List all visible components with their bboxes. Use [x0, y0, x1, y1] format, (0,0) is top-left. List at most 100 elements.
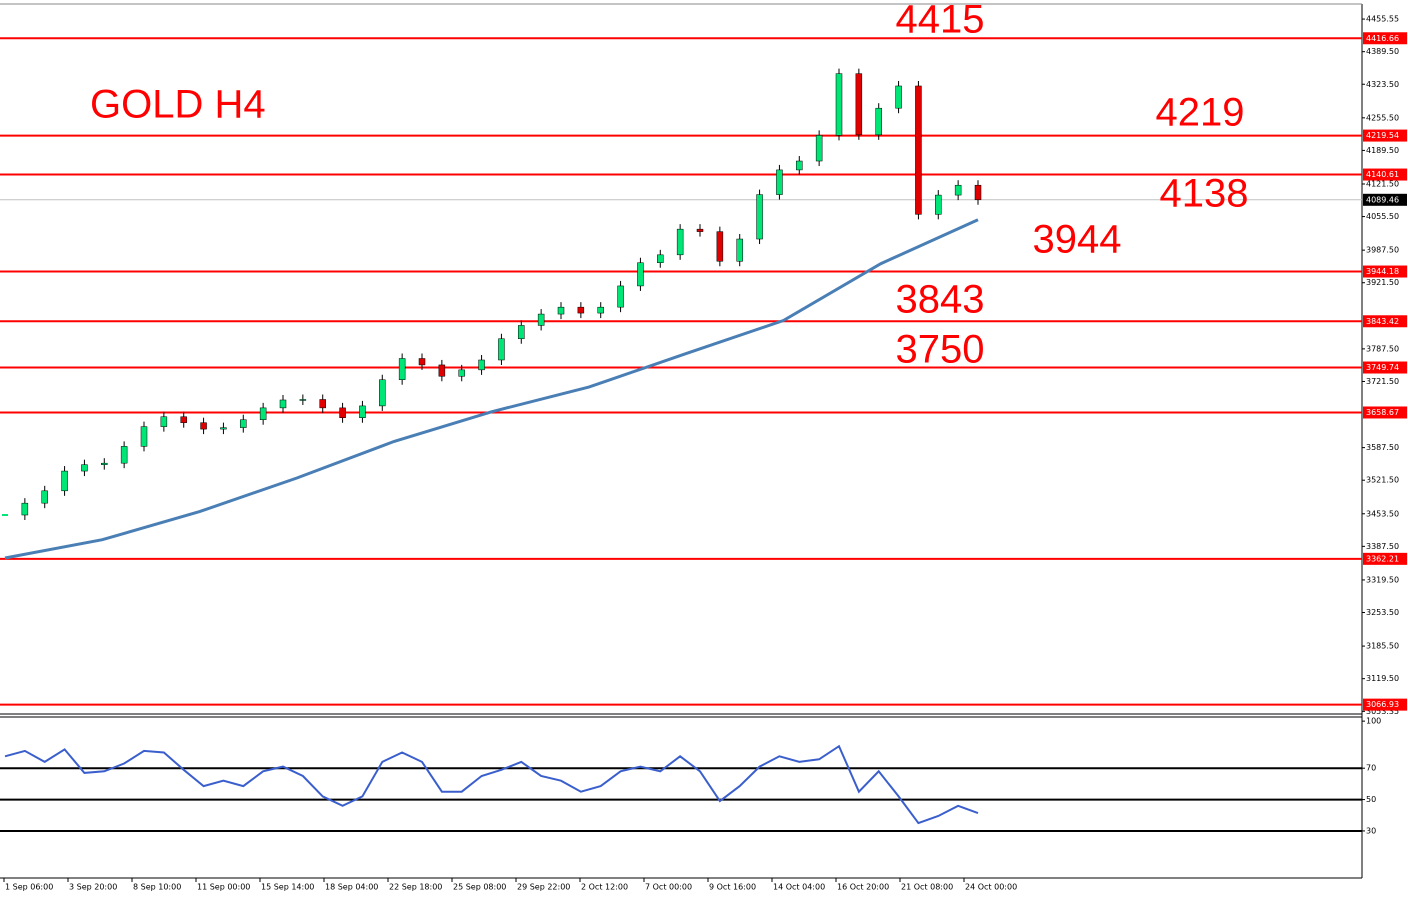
- level-box: [1363, 406, 1407, 419]
- level-box: [1363, 265, 1407, 278]
- y-tick-label: 4389.50: [1366, 47, 1399, 56]
- level-label: 3066.93: [1366, 700, 1399, 709]
- candle-body: [359, 405, 366, 419]
- y-tick-label: 4055.50: [1366, 212, 1399, 221]
- candle-body: [200, 422, 207, 430]
- level-box: [1363, 168, 1407, 181]
- candle-body: [935, 194, 942, 215]
- y-tick-label: 100: [1366, 717, 1381, 726]
- level-label: 3843.42: [1366, 317, 1399, 326]
- candle-body: [617, 285, 624, 308]
- candle-body: [140, 426, 148, 447]
- candle-body: [120, 446, 128, 464]
- y-tick-label: 3119.50: [1366, 674, 1399, 683]
- candle-body: [101, 462, 108, 465]
- x-tick-label: 29 Sep 22:00: [517, 883, 570, 892]
- annotation: 4219: [1156, 91, 1245, 135]
- annotation: 4415: [896, 0, 985, 42]
- x-tick-label: 24 Oct 00:00: [965, 883, 1017, 892]
- candle-body: [756, 194, 763, 240]
- candle-body: [41, 490, 48, 504]
- y-tick-label: 4255.50: [1366, 113, 1399, 122]
- rsi-line: [4, 744, 979, 825]
- candle-body: [319, 399, 326, 409]
- candle-body: [815, 135, 823, 162]
- x-tick-label: 7 Oct 00:00: [645, 883, 692, 892]
- candle-body: [478, 359, 485, 371]
- x-tick-label: 8 Sep 10:00: [133, 883, 181, 892]
- candle-body: [557, 306, 565, 315]
- x-tick-label: 11 Sep 00:00: [197, 883, 250, 892]
- level-label: 4219.54: [1366, 131, 1399, 140]
- y-tick-label: 3387.50: [1366, 542, 1399, 551]
- candle-body: [160, 416, 168, 427]
- candle-body: [438, 364, 446, 377]
- level-box: [1363, 552, 1407, 565]
- x-tick-label: 22 Sep 18:00: [389, 883, 442, 892]
- candle-body: [180, 416, 187, 423]
- candle-body: [458, 369, 465, 377]
- candle-body: [875, 107, 882, 136]
- x-tick-label: 2 Oct 12:00: [581, 883, 628, 892]
- y-tick-label: 3987.50: [1366, 246, 1399, 255]
- y-tick-label: 4323.50: [1366, 80, 1399, 89]
- candle-body: [954, 184, 962, 196]
- y-tick-label: 3453.50: [1366, 509, 1399, 518]
- candle-body: [835, 73, 843, 136]
- x-tick-label: 9 Oct 16:00: [709, 883, 756, 892]
- candle-body: [2, 514, 8, 517]
- level-label: 3944.18: [1366, 267, 1399, 276]
- candle-body: [736, 238, 743, 262]
- candle-body: [21, 502, 29, 516]
- x-tick-label: 3 Sep 20:00: [69, 883, 117, 892]
- candle-body: [895, 85, 902, 109]
- candle-body: [398, 358, 406, 380]
- level-box: [1363, 698, 1407, 711]
- x-tick-label: 18 Sep 04:00: [325, 883, 378, 892]
- level-box: [1363, 129, 1407, 142]
- y-tick-label: 3253.50: [1366, 608, 1399, 617]
- current-price-label: 4089.46: [1366, 195, 1399, 204]
- candle-body: [637, 262, 644, 287]
- x-tick-label: 1 Sep 06:00: [5, 883, 53, 892]
- candle-body: [498, 338, 505, 361]
- candle-body: [537, 313, 545, 326]
- candle-body: [776, 169, 783, 195]
- y-tick-label: 30: [1366, 826, 1376, 835]
- level-box: [1363, 32, 1407, 45]
- y-tick-label: 4189.50: [1366, 146, 1399, 155]
- candle-body: [259, 407, 267, 420]
- y-tick-label: 3787.50: [1366, 344, 1399, 353]
- level-box: [1363, 315, 1407, 328]
- y-tick-label: 3185.50: [1366, 642, 1399, 651]
- candle-body: [577, 306, 585, 314]
- level-box: [1363, 361, 1407, 374]
- candle-body: [716, 231, 724, 262]
- candle-body: [81, 464, 88, 472]
- moving-average: [4, 218, 979, 560]
- candle-body: [299, 399, 307, 401]
- annotation: 3944: [1033, 218, 1122, 262]
- x-tick-label: 25 Sep 08:00: [453, 883, 506, 892]
- level-label: 3749.74: [1366, 363, 1399, 372]
- y-tick-label: 3587.50: [1366, 443, 1399, 452]
- y-tick-label: 4455.55: [1366, 15, 1399, 24]
- annotation: GOLD H4: [90, 83, 266, 127]
- candle-body: [339, 407, 346, 419]
- y-tick-label: 3521.50: [1366, 476, 1399, 485]
- x-tick-label: 16 Oct 20:00: [837, 883, 889, 892]
- y-tick-label: 50: [1366, 795, 1376, 804]
- candle-body: [796, 160, 803, 171]
- y-tick-label: 4121.50: [1366, 179, 1399, 188]
- candle-body: [279, 399, 287, 409]
- current-price-box: [1363, 193, 1407, 206]
- annotation: 3750: [896, 328, 985, 372]
- y-tick-label: 3721.50: [1366, 377, 1399, 386]
- candle-body: [657, 254, 664, 263]
- candle-body: [974, 184, 982, 201]
- level-label: 3362.21: [1366, 554, 1399, 563]
- candle-body: [676, 228, 684, 256]
- y-tick-label: 3921.50: [1366, 278, 1399, 287]
